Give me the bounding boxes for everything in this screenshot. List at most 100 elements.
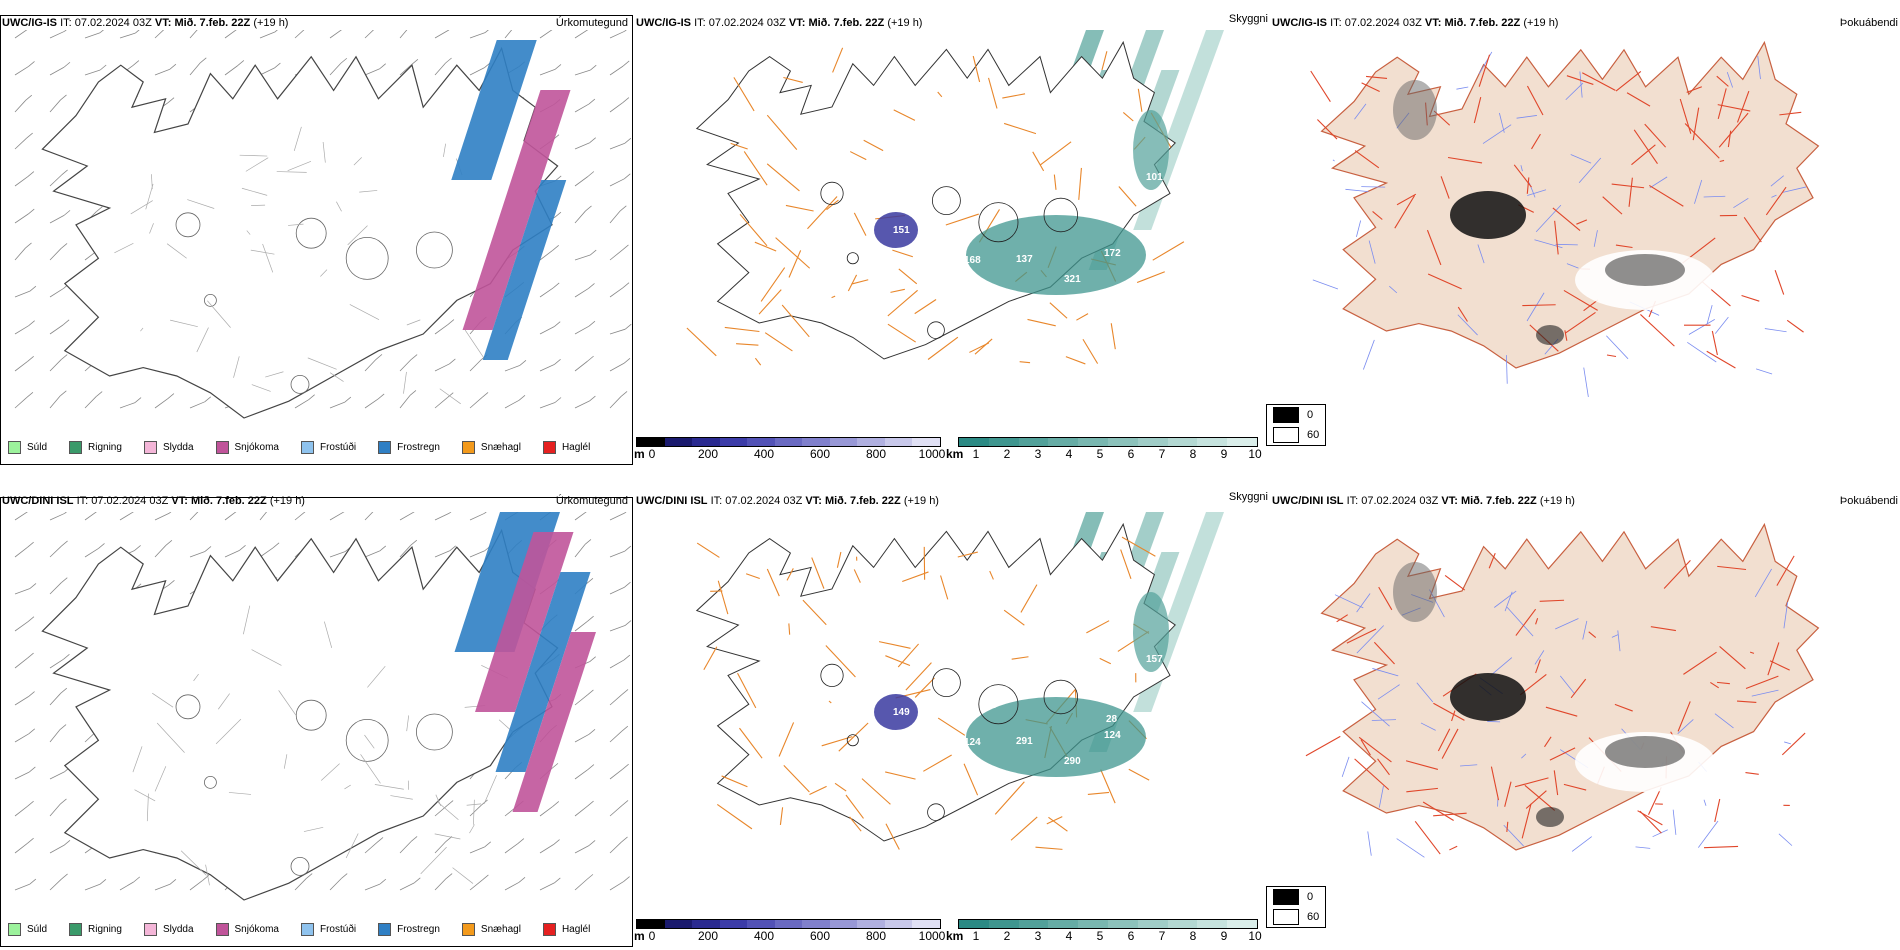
legend-swatch xyxy=(461,923,475,936)
ceiling-tick: 800 xyxy=(865,447,887,461)
model-name: UWC/IG-IS xyxy=(1272,17,1327,29)
vt-label: VT: xyxy=(171,495,188,507)
visibility-tick: 1 xyxy=(972,929,980,943)
ceiling-tick: 400 xyxy=(753,447,775,461)
fog-swatch xyxy=(1273,407,1299,423)
visibility-tick: 10 xyxy=(1248,447,1262,461)
fog-label: 0 xyxy=(1307,409,1314,421)
ceiling-colorbar: m 0 200 400 600 800 1000 xyxy=(634,919,945,943)
panel-title-precip: Úrkomutegund xyxy=(555,17,628,29)
legend-item: Rigning xyxy=(69,923,122,936)
legend-item: Slydda xyxy=(143,923,194,936)
valid-time: Mið. 7.feb. 22Z xyxy=(808,17,885,29)
valid-time: Mið. 7.feb. 22Z xyxy=(824,495,901,507)
lead-time: (+19 h) xyxy=(253,17,289,29)
legend-swatch xyxy=(143,441,157,454)
ceiling-tick: 600 xyxy=(809,929,831,943)
legend-label: Haglél xyxy=(561,924,591,935)
ceiling-label: 137 xyxy=(1016,254,1033,265)
legend-label: Frostúði xyxy=(319,442,357,453)
legend-swatch xyxy=(378,441,392,454)
visibility-tick: 4 xyxy=(1065,447,1073,461)
legend-label: Snjókoma xyxy=(234,924,279,935)
ceiling-label: 157 xyxy=(1146,654,1163,665)
init-time: 07.02.2024 03Z xyxy=(708,17,786,29)
legend-item: Frostúði xyxy=(300,923,356,936)
visibility-tick: 10 xyxy=(1248,929,1262,943)
legend-swatch xyxy=(378,923,392,936)
ceiling-tick: 400 xyxy=(753,929,775,943)
legend-item: Frostregn xyxy=(378,441,440,454)
it-label: IT: xyxy=(76,495,89,507)
model-name: UWC/IG-IS xyxy=(2,17,57,29)
visibility-unit: km xyxy=(946,929,964,943)
ceiling-label: 321 xyxy=(1064,274,1081,285)
legend-label: Frostregn xyxy=(397,442,440,453)
visibility-tick: 9 xyxy=(1220,447,1228,461)
visibility-tick: 5 xyxy=(1096,447,1104,461)
valid-time: Mið. 7.feb. 22Z xyxy=(1444,17,1521,29)
vt-label: VT: xyxy=(1441,495,1458,507)
visibility-colorbar: km 1 2 3 4 5 6 7 8 9 10 xyxy=(946,919,1262,943)
visibility-tick: 6 xyxy=(1127,447,1135,461)
ceiling-label: 28 xyxy=(1106,714,1118,725)
it-label: IT: xyxy=(1330,17,1342,29)
visibility-tick: 3 xyxy=(1034,447,1042,461)
legend-item: Frostregn xyxy=(378,923,440,936)
ceiling-tick: 200 xyxy=(697,929,719,943)
forecast-header: UWC/IG-IS IT: 07.02.2024 03Z VT: Mið. 7.… xyxy=(2,17,288,29)
vt-label: VT: xyxy=(154,17,172,29)
ceiling-tick: 800 xyxy=(865,929,887,943)
legend-item: Frostúði xyxy=(300,441,357,454)
fog-bar-entry: 60 xyxy=(1267,907,1325,927)
valid-time: Mið. 7.feb. 22Z xyxy=(174,17,251,29)
visibility-tick: 2 xyxy=(1003,929,1011,943)
legend-swatch xyxy=(69,441,83,454)
model-name: UWC/IG-IS xyxy=(636,17,691,29)
legend-label: Frostregn xyxy=(397,924,440,935)
visibility-tick: 2 xyxy=(1003,447,1011,461)
legend-item: Snæhagl xyxy=(461,441,521,454)
forecast-header: UWC/DINI ISL IT: 07.02.2024 03Z VT: Mið.… xyxy=(2,495,305,507)
panel-title-fog: Þokuábendi xyxy=(1839,495,1898,507)
ceiling-label: 124 xyxy=(1104,730,1121,741)
init-time: 07.02.2024 03Z xyxy=(91,495,169,507)
lead-time: (+19 h) xyxy=(1539,495,1575,507)
legend-swatch xyxy=(8,441,21,454)
legend-label: Slydda xyxy=(162,924,194,935)
ceiling-label: 101 xyxy=(1146,172,1163,183)
legend-swatch xyxy=(461,441,475,454)
visibility-tick: 6 xyxy=(1127,929,1135,943)
ceiling-tick: 0 xyxy=(648,447,656,461)
fog-map xyxy=(1310,40,1820,397)
ceiling-tick: 200 xyxy=(697,447,719,461)
fog-swatch xyxy=(1273,909,1299,925)
legend-label: Súld xyxy=(27,924,48,935)
legend-item: Súld xyxy=(8,923,47,936)
legend-label: Slydda xyxy=(162,442,194,453)
ceiling-label: 80 xyxy=(986,700,998,711)
visibility-tick: 7 xyxy=(1158,447,1166,461)
visibility-tick: 8 xyxy=(1189,929,1197,943)
lead-time: (+19 h) xyxy=(1523,17,1559,29)
vt-label: VT: xyxy=(1424,17,1442,29)
precip-legend: Súld Rigning Slydda Snjókoma Frostúði Frostre… xyxy=(8,923,612,936)
legend-item: Slydda xyxy=(143,441,194,454)
fog-swatch xyxy=(1273,889,1299,905)
fog-colorbar: 0 60 xyxy=(1266,404,1326,446)
precip-map xyxy=(14,30,632,419)
it-label: IT: xyxy=(694,17,706,29)
visibility-unit: km xyxy=(946,447,964,461)
ceiling-label: 149 xyxy=(893,707,910,718)
ceiling-label: 15 xyxy=(1176,676,1188,687)
fog-bar-entry: 0 xyxy=(1267,405,1325,425)
ceiling-label: 290 xyxy=(1064,756,1081,767)
panel-title-visibility: Skyggni xyxy=(1228,491,1268,503)
panel-title-fog: Þokuábendi xyxy=(1839,17,1898,29)
legend-swatch xyxy=(300,441,314,454)
ceiling-tick: 1000 xyxy=(918,929,946,943)
legend-swatch xyxy=(143,923,157,936)
precip-map-frame xyxy=(0,497,633,947)
fog-label: 60 xyxy=(1307,911,1320,923)
precip-legend: Súld Rigning Slydda Snjókoma Frostúði Frostre… xyxy=(8,441,612,454)
